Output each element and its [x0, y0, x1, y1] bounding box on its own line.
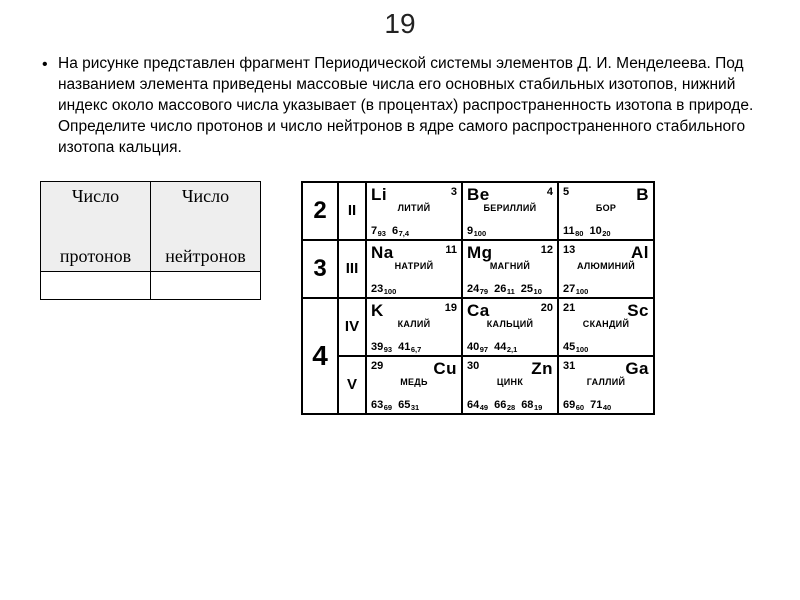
element-cell: Na11НАТРИЙ23100: [366, 240, 462, 298]
question-text: На рисунке представлен фрагмент Периодич…: [40, 54, 760, 159]
answer-table: Число протонов Число нейтронов: [40, 181, 261, 300]
element-cell: Be4БЕРИЛЛИЙ9100: [462, 182, 558, 240]
element-cell: Mg12МАГНИЙ247926112510: [462, 240, 558, 298]
table-row: 2 II Li3ЛИТИЙ79367,4 Be4БЕРИЛЛИЙ9100 5BБ…: [302, 182, 654, 240]
element-cell: 21ScСКАНДИЙ45100: [558, 298, 654, 356]
table-row: 4 IV K19КАЛИЙ3993416,7 Ca20КАЛЬЦИЙ409744…: [302, 298, 654, 356]
element-cell: K19КАЛИЙ3993416,7: [366, 298, 462, 356]
period-number: 4: [302, 298, 338, 414]
answer-val2: [151, 271, 261, 299]
period-number: 2: [302, 182, 338, 240]
subgroup-label: III: [338, 240, 366, 298]
subgroup-label: IV: [338, 298, 366, 356]
content-row: Число протонов Число нейтронов 2 II Li3Л…: [40, 181, 760, 415]
slide-title: 19: [40, 8, 760, 40]
period-number: 3: [302, 240, 338, 298]
element-cell: 31GaГАЛЛИЙ69607140: [558, 356, 654, 414]
label: протонов: [41, 246, 150, 267]
table-row: 3 III Na11НАТРИЙ23100 Mg12МАГНИЙ24792611…: [302, 240, 654, 298]
label: Число: [151, 186, 260, 207]
subgroup-label: V: [338, 356, 366, 414]
element-cell: 5BБОР11801020: [558, 182, 654, 240]
periodic-table-fragment: 2 II Li3ЛИТИЙ79367,4 Be4БЕРИЛЛИЙ9100 5BБ…: [301, 181, 655, 415]
label: Число: [41, 186, 150, 207]
element-cell: 29CuМЕДЬ63696531: [366, 356, 462, 414]
subgroup-label: II: [338, 182, 366, 240]
element-cell: Ca20КАЛЬЦИЙ4097442,1: [462, 298, 558, 356]
answer-col2-header: Число нейтронов: [151, 181, 261, 271]
element-cell: 13AlАЛЮМИНИЙ27100: [558, 240, 654, 298]
answer-val1: [41, 271, 151, 299]
label: нейтронов: [151, 246, 260, 267]
element-cell: Li3ЛИТИЙ79367,4: [366, 182, 462, 240]
answer-col1-header: Число протонов: [41, 181, 151, 271]
element-cell: 30ZnЦИНК644966286819: [462, 356, 558, 414]
table-row: V 29CuМЕДЬ63696531 30ZnЦИНК644966286819 …: [302, 356, 654, 414]
